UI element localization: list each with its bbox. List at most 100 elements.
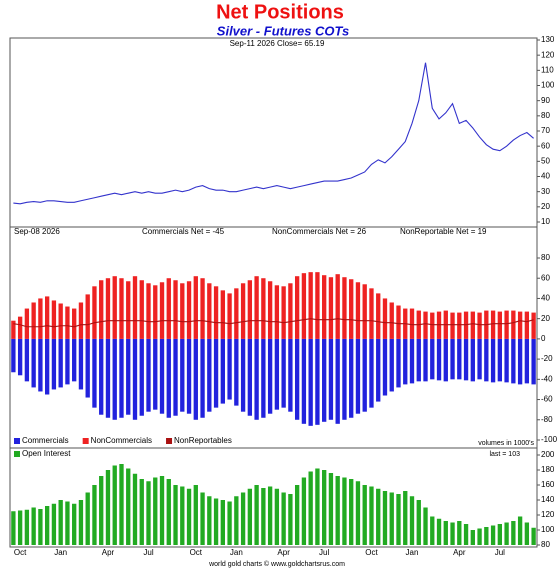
bar [159,282,165,339]
bar [92,286,97,339]
y-tick-label: 160 [541,480,555,489]
bar [227,338,232,400]
bar [409,338,415,384]
bar [396,494,401,545]
bar [153,477,158,545]
bar [44,296,50,339]
y-tick-label: 40 [541,172,550,181]
bar [180,486,185,545]
bar [328,277,334,339]
bar [51,300,57,339]
bar [376,293,381,339]
legend-swatch [82,438,89,444]
bar [511,338,516,384]
bar [11,338,16,373]
bar [423,338,428,382]
bar [349,279,354,339]
x-tick-label: Jan [230,548,243,557]
x-tick-label: Jan [54,548,67,557]
bar [470,311,475,339]
bar [477,338,482,380]
bar [44,338,50,395]
bar [322,338,327,422]
y-tick-label: 180 [541,465,555,474]
bar [484,338,489,382]
bar [99,338,104,415]
bar [240,283,246,339]
bar [315,272,320,339]
bar [288,283,293,339]
bar [186,281,192,339]
bar [511,310,516,339]
bar [186,488,192,545]
price-annotation: Sep-11 2026 Close= 65.19 [230,39,325,48]
bar [166,479,171,545]
bar [247,338,253,416]
y-tick-label: 70 [541,126,550,135]
bar [58,500,63,545]
bar [24,509,30,545]
bar [497,338,503,382]
x-tick-label: Jul [319,548,329,557]
y-tick-label: 60 [541,273,550,282]
y-tick-label: 10 [541,217,550,226]
bar [443,521,448,545]
bar [180,338,185,412]
y-tick-label: 30 [541,187,550,196]
x-tick-label: Oct [190,548,203,557]
bar [146,283,151,339]
bar [193,276,198,339]
bar [349,479,354,545]
bar [126,281,131,339]
bar [369,338,374,408]
y-tick-label: 80 [541,111,550,120]
bar [38,338,43,392]
legend-label: NonCommercials [91,436,152,445]
bar [342,477,347,545]
bar [31,302,36,339]
bar [504,522,509,545]
y-tick-label: 80 [541,253,550,262]
bar [99,476,104,545]
x-tick-label: Jul [143,548,153,557]
bar [220,338,225,404]
bar [24,308,30,339]
bar [524,522,530,545]
bar [443,338,448,382]
bar [416,500,421,545]
last-annotation: last = 103 [489,451,520,458]
bar [477,312,482,339]
bar [369,486,374,545]
bar [497,311,503,339]
bar [254,338,259,420]
y-tick-label: 120 [541,510,555,519]
bar [396,305,401,339]
bar [463,338,469,381]
bar [240,492,246,545]
bar [261,278,266,339]
bar [213,498,219,545]
y-tick-label: 50 [541,156,550,165]
x-tick-label: Oct [365,548,378,557]
bar [450,312,455,339]
source: world gold charts © www.goldchartsrus.co… [208,560,345,568]
bar [335,476,340,545]
bar [58,338,63,388]
bar [524,338,530,384]
bar [382,491,388,545]
bar [531,338,536,385]
legend-swatch [14,451,20,457]
bar [126,468,131,545]
bar [166,278,171,339]
bar [240,338,246,412]
bar [281,492,286,545]
bar [112,276,117,339]
y-tick-label: -100 [541,435,558,444]
bar [72,503,77,545]
bar [450,522,455,545]
bar [139,479,144,545]
bar [267,338,273,414]
bar [524,311,530,339]
bar [335,274,340,339]
bar [72,338,77,382]
